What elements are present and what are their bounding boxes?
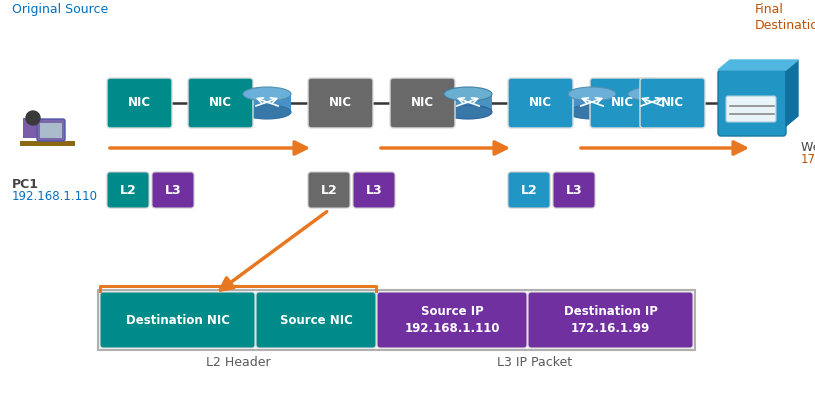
FancyBboxPatch shape [553, 172, 595, 208]
Bar [23, 118, 39, 138]
Text: Source NIC: Source NIC [280, 314, 352, 326]
Text: NIC: NIC [411, 97, 434, 110]
Text: NIC: NIC [661, 97, 684, 110]
Text: 172.16.1.99: 172.16.1.99 [801, 153, 815, 166]
FancyBboxPatch shape [353, 172, 395, 208]
Text: Web Server: Web Server [801, 141, 815, 154]
FancyBboxPatch shape [508, 78, 573, 128]
FancyBboxPatch shape [390, 78, 455, 128]
Ellipse shape [444, 87, 492, 101]
Circle shape [26, 111, 40, 125]
Text: Destination NIC: Destination NIC [126, 314, 230, 326]
Text: L2: L2 [521, 183, 537, 196]
FancyBboxPatch shape [308, 172, 350, 208]
Ellipse shape [568, 105, 616, 119]
FancyBboxPatch shape [188, 78, 253, 128]
FancyBboxPatch shape [152, 172, 194, 208]
Text: NIC: NIC [209, 97, 232, 110]
FancyBboxPatch shape [256, 292, 376, 348]
FancyBboxPatch shape [377, 292, 527, 348]
Bar [243, 94, 291, 112]
FancyBboxPatch shape [308, 78, 373, 128]
Ellipse shape [444, 105, 492, 119]
FancyBboxPatch shape [590, 78, 655, 128]
Text: Original Source: Original Source [12, 3, 108, 16]
Text: PC1: PC1 [12, 178, 39, 191]
FancyBboxPatch shape [718, 70, 786, 136]
Text: L3: L3 [165, 183, 181, 196]
Polygon shape [786, 60, 798, 126]
FancyBboxPatch shape [508, 172, 550, 208]
Text: Destination IP
172.16.1.99: Destination IP 172.16.1.99 [563, 305, 658, 335]
Text: L2 Header: L2 Header [205, 356, 271, 369]
Ellipse shape [243, 105, 291, 119]
Ellipse shape [628, 87, 676, 101]
Text: NIC: NIC [529, 97, 552, 110]
FancyBboxPatch shape [37, 119, 65, 141]
Bar [20, 141, 75, 146]
Bar [98, 290, 695, 350]
Ellipse shape [628, 105, 676, 119]
Text: L3 IP Packet: L3 IP Packet [497, 356, 573, 369]
Text: L3: L3 [566, 183, 582, 196]
FancyBboxPatch shape [107, 172, 149, 208]
Ellipse shape [568, 87, 616, 101]
Polygon shape [718, 60, 798, 70]
Text: L2: L2 [320, 183, 337, 196]
Text: NIC: NIC [611, 97, 634, 110]
FancyBboxPatch shape [726, 96, 776, 122]
Bar [628, 94, 676, 112]
Text: L2: L2 [120, 183, 136, 196]
Bar [568, 94, 616, 112]
Bar [444, 94, 492, 112]
Text: NIC: NIC [128, 97, 151, 110]
FancyBboxPatch shape [528, 292, 693, 348]
Bar [40, 123, 62, 138]
FancyBboxPatch shape [100, 292, 255, 348]
Ellipse shape [243, 87, 291, 101]
Text: NIC: NIC [329, 97, 352, 110]
FancyBboxPatch shape [640, 78, 705, 128]
FancyBboxPatch shape [107, 78, 172, 128]
Text: Source IP
192.168.1.110: Source IP 192.168.1.110 [404, 305, 500, 335]
Text: L3: L3 [366, 183, 382, 196]
Text: 192.168.1.110: 192.168.1.110 [12, 190, 98, 203]
Text: Final
Destination: Final Destination [755, 3, 815, 32]
